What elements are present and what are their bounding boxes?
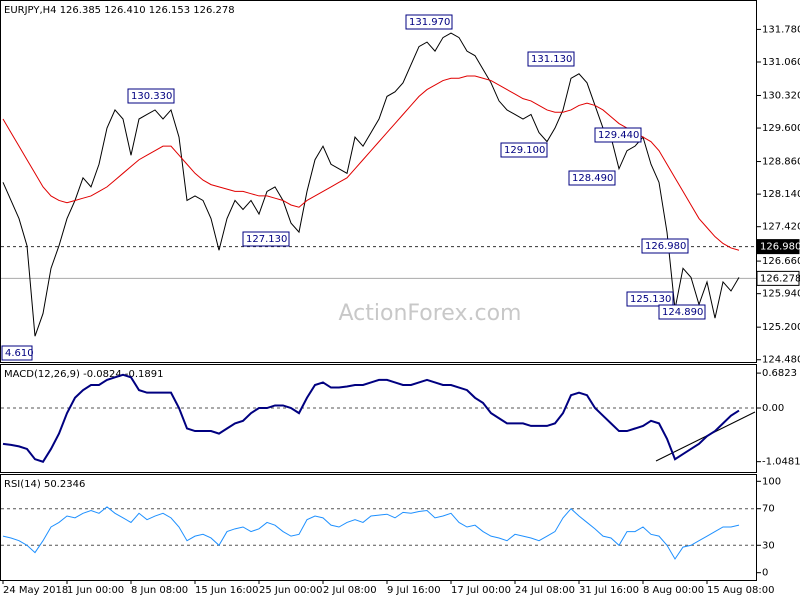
x-tick-label: 2 Jul 08:00	[323, 585, 377, 596]
annotation-box	[127, 88, 175, 104]
x-tick-label: 24 Jul 08:00	[515, 585, 575, 596]
annotation: 131.130	[531, 54, 572, 65]
y-tick-label: 125.940	[762, 289, 800, 300]
x-tick-label: 15 Jun 16:00	[195, 585, 259, 596]
y-tick-label: 129.600	[762, 123, 800, 134]
y-tick-label: 100	[762, 476, 781, 487]
x-tick-label: 25 Jun 00:00	[259, 585, 323, 596]
y-tick-label: 126.660	[762, 256, 800, 267]
y-tick-label: 124.480	[762, 355, 800, 366]
y-tick-label: 130.320	[762, 90, 800, 101]
x-tick-label: 1 Jun 00:00	[67, 585, 124, 596]
y-tick-label: 125.200	[762, 322, 800, 333]
annotation: 4.610	[5, 348, 34, 359]
y-tick-label: 131.060	[762, 57, 800, 68]
annotation: 127.130	[246, 234, 287, 245]
rsi-frame	[0, 474, 757, 581]
annotation-box	[658, 304, 706, 320]
annotation: 128.490	[572, 173, 613, 184]
annotation-box	[242, 231, 290, 247]
annotation-box	[626, 291, 674, 307]
y-tick-label: 131.780	[762, 24, 800, 35]
panel-title: EURJPY,H4 126.385 126.410 126.153 126.27…	[4, 5, 235, 16]
x-tick-label: 31 Jul 16:00	[579, 585, 639, 596]
annotation: 126.980	[645, 241, 686, 252]
y-tick-label: 127.420	[762, 222, 800, 233]
annotation: 131.970	[409, 17, 450, 28]
annotation: 124.890	[662, 307, 703, 318]
annotation-box	[405, 14, 453, 30]
series-line	[2, 506, 740, 560]
annotation-box	[1, 345, 33, 361]
x-tick-label: 17 Jul 00:00	[451, 585, 511, 596]
y-tick-label: 70	[762, 504, 775, 515]
main-frame	[0, 0, 757, 363]
price-tag	[756, 270, 800, 286]
series-line	[2, 75, 740, 251]
annotation-box	[594, 127, 642, 143]
macd-frame	[0, 364, 757, 473]
annotation-box	[500, 142, 548, 158]
x-tick-label: 24 May 2018	[3, 585, 68, 596]
series-line	[2, 32, 740, 337]
y-tick-label: 0	[762, 568, 768, 579]
x-tick-label: 15 Aug 08:00	[707, 585, 774, 596]
y-tick-label: 0.6823	[762, 368, 797, 379]
panel-title: RSI(14) 50.2346	[4, 479, 85, 490]
annotation-box	[568, 170, 616, 186]
annotation-box	[641, 238, 689, 254]
annotation: 130.330	[131, 91, 172, 102]
series-line	[2, 373, 740, 463]
watermark: ActionForex.com	[339, 301, 522, 326]
x-tick-label: 9 Jul 16:00	[387, 585, 441, 596]
x-tick-label: 8 Jun 08:00	[131, 585, 188, 596]
price-tag-label: 126.278	[760, 273, 800, 284]
annotation: 125.130	[630, 294, 671, 305]
annotation: 129.440	[598, 130, 639, 141]
x-tick-label: 8 Aug 00:00	[643, 585, 704, 596]
y-tick-label: -1.0481	[762, 457, 800, 468]
panel-title: MACD(12,26,9) -0.0824 -0.1891	[4, 369, 164, 380]
price-tag	[756, 239, 800, 255]
y-tick-label: 30	[762, 540, 775, 551]
y-tick-label: 128.860	[762, 157, 800, 168]
price-tag-label: 126.980	[760, 242, 800, 253]
y-tick-label: 0.00	[762, 403, 784, 414]
annotation-box	[527, 51, 575, 67]
annotation: 129.100	[504, 145, 545, 156]
y-tick-label: 128.140	[762, 189, 800, 200]
